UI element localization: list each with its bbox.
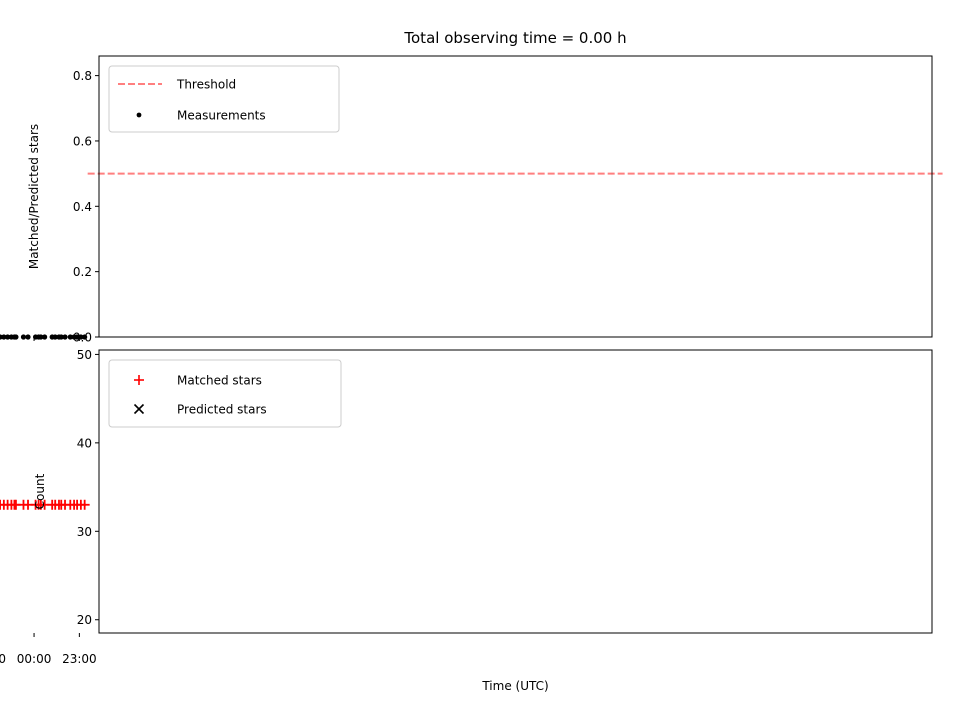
measurement-point <box>5 334 11 340</box>
ratio-ytick-label: 0.2 <box>73 265 92 279</box>
measurement-point <box>0 334 3 340</box>
measurement-point <box>8 334 14 340</box>
measurement-point <box>67 334 73 340</box>
ratio-ytick-label: 0.8 <box>73 69 92 83</box>
count-legend-frame <box>108 359 342 428</box>
measurement-point <box>20 334 27 340</box>
count-panel-legend: Matched stars Predicted stars <box>108 359 342 428</box>
ratio-legend-frame <box>108 65 340 133</box>
count-panel-ylabel: Count <box>33 473 47 509</box>
ratio-panel-ticks: 0.0 0.2 0.4 0.6 0.8 <box>33 69 99 345</box>
ratio-panel-legend: Threshold Measurements <box>108 65 340 133</box>
measurement-point <box>42 334 48 340</box>
count-panel-frame <box>98 349 933 634</box>
count-ytick-label: 50 <box>77 348 92 362</box>
chart-title: Total observing time = 0.00 h <box>403 29 626 47</box>
ratio-ytick-label: 0.4 <box>73 200 92 214</box>
measurement-point <box>1 334 7 340</box>
count-panel-marks <box>0 499 90 510</box>
ratio-panel-marks <box>0 172 943 340</box>
ratio-ytick-label: 0.6 <box>73 134 92 148</box>
count-xtick-label: 23:00 <box>62 652 97 666</box>
legend-matched-swatch <box>134 375 144 385</box>
count-panel-xlabel: Time (UTC) <box>481 679 548 693</box>
count-xtick-label: 00:00 <box>17 652 52 666</box>
legend-measurements-swatch <box>136 112 142 118</box>
count-ytick-label: 20 <box>77 613 92 627</box>
legend-matched-label: Matched stars <box>177 374 262 388</box>
legend-measurements-label: Measurements <box>177 109 266 123</box>
ratio-ytick-label: 0.0 <box>73 331 92 345</box>
measurement-point <box>25 334 31 340</box>
measurement-point <box>82 334 88 340</box>
ratio-panel-ylabel: Matched/Predicted stars <box>27 124 41 269</box>
legend-predicted-swatch <box>133 403 145 415</box>
count-xtick-label: 01:00 <box>0 652 6 666</box>
count-ytick-label: 40 <box>77 436 92 450</box>
ratio-panel-frame <box>98 55 933 338</box>
measurement-point <box>62 334 68 340</box>
measurement-point <box>56 334 62 340</box>
legend-predicted-label: Predicted stars <box>177 403 267 417</box>
count-ytick-label: 30 <box>77 525 92 539</box>
measurement-point <box>49 334 55 340</box>
legend-threshold-label: Threshold <box>176 78 236 92</box>
measurement-point <box>71 334 77 340</box>
ratio-panel: Total observing time = 0.00 h 0.00.20.40… <box>0 29 943 345</box>
